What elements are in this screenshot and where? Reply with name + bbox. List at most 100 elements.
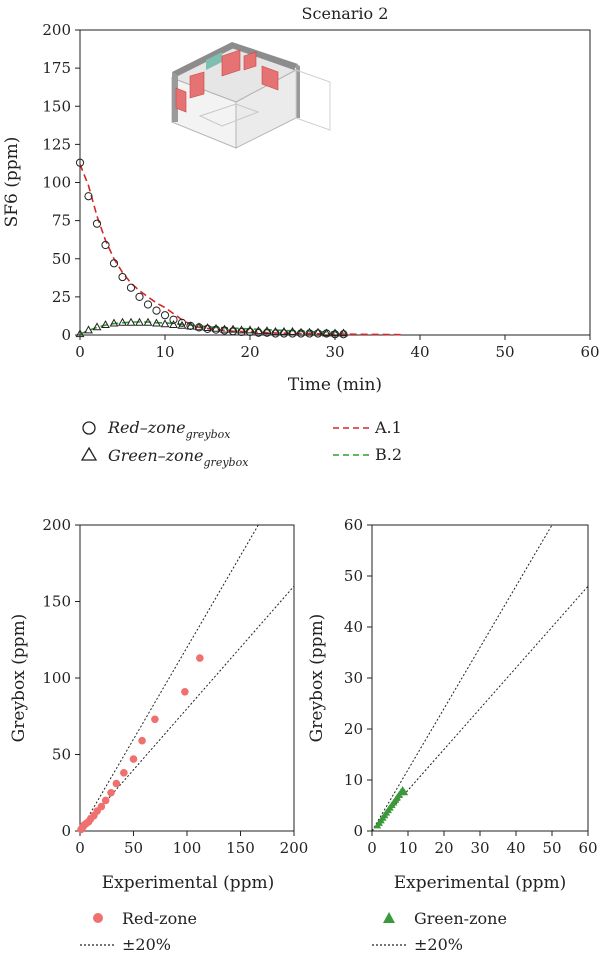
top-green-zone-point (322, 328, 331, 337)
top-green-zone-point (118, 317, 127, 326)
top-red-zone-point (152, 306, 161, 315)
legend-red-zone-label: Red–zonegreybox (107, 418, 231, 441)
bl-legend: Red-zone ±20% (80, 909, 197, 954)
top-green-zone-point (330, 328, 340, 337)
top-green-zone-point (296, 327, 306, 336)
top-x-tick-label: 30 (325, 343, 344, 361)
top-y-tick-label: 0 (61, 326, 71, 344)
top-green-zone-point (126, 317, 136, 326)
bl-plus20-line (79, 524, 259, 832)
br-x-ticks: 0 10 20 30 40 50 60 (367, 831, 598, 857)
br-x-tick-label: 60 (578, 839, 597, 857)
top-green-zone-point (84, 325, 93, 334)
top-x-tick-label: 60 (580, 343, 599, 361)
bl-data-point (138, 736, 146, 745)
top-green-zone-point (279, 326, 289, 335)
br-plus20-line (371, 524, 553, 832)
top-red-zone-point (92, 219, 102, 228)
bl-x-tick-label: 200 (280, 839, 309, 857)
bl-data-point (101, 796, 110, 805)
br-legend: Green-zone ±20% (372, 909, 507, 954)
bl-red-zone-points (77, 654, 204, 834)
top-y-tick-label: 200 (42, 21, 71, 39)
top-series-b2-line (79, 321, 344, 335)
bl-y-tick-label: 50 (52, 746, 71, 764)
bl-y-axis-title: Greybox (ppm) (9, 614, 29, 743)
top-red-zone-point (177, 318, 187, 327)
br-data-point (373, 821, 382, 829)
top-red-zone-point (296, 329, 306, 338)
top-red-zone-point (169, 315, 178, 324)
bl-y-tick-label: 200 (42, 516, 71, 534)
top-red-zone-point (330, 330, 340, 339)
top-green-zone-point (262, 326, 272, 335)
br-y-tick-label: 40 (344, 618, 363, 636)
top-green-zone-point (143, 317, 153, 326)
br-minus20-line (371, 585, 589, 832)
legend-green-zone-label: Green–zonegreybox (108, 446, 249, 469)
top-green-zone-point (313, 327, 323, 336)
top-green-zone-point (271, 326, 280, 335)
top-y-axis-title: SF6 (ppm) (2, 137, 22, 228)
top-red-zone-point (160, 311, 170, 320)
br-x-tick-label: 10 (398, 839, 417, 857)
br-x-tick-label: 20 (434, 839, 453, 857)
top-green-zone-point (75, 329, 85, 338)
top-green-zone-point (203, 323, 212, 332)
top-red-zone-point (313, 329, 323, 338)
bl-y-tick-label: 150 (42, 593, 71, 611)
br-legend-green-zone-label: Green-zone (414, 909, 507, 928)
top-model-lines (79, 163, 404, 336)
top-green-zone-point (305, 327, 314, 336)
br-x-tick-label: 0 (367, 839, 377, 857)
top-red-zone-point (203, 324, 212, 333)
top-green-zone-point (254, 326, 263, 335)
bl-x-tick-label: 150 (226, 839, 255, 857)
bl-x-ticks: 0 50 100 150 200 (75, 831, 308, 857)
top-green-zone-point (220, 324, 229, 333)
bl-data-point (151, 715, 159, 724)
bl-x-tick-label: 0 (75, 839, 85, 857)
legend-red-zone-circle-marker (82, 421, 96, 435)
br-y-tick-label: 20 (344, 720, 363, 738)
br-y-axis-title: Greybox (ppm) (307, 614, 327, 743)
br-x-tick-label: 30 (470, 839, 489, 857)
top-red-zone-point (339, 330, 348, 339)
top-x-tick-label: 10 (155, 343, 174, 361)
bl-y-tick-label: 0 (61, 822, 71, 840)
top-plot-frame (79, 29, 591, 336)
top-x-axis-title: Time (min) (288, 375, 382, 395)
top-green-zone-point (245, 325, 255, 334)
top-y-tick-label: 50 (52, 250, 71, 268)
top-green-zone-point (211, 323, 221, 332)
top-y-tick-label: 25 (52, 288, 71, 306)
br-y-tick-label: 0 (353, 822, 363, 840)
bl-data-point (120, 769, 128, 777)
bl-y-tick-label: 100 (42, 669, 71, 687)
br-x-tick-label: 40 (506, 839, 525, 857)
br-y-ticks: 0 10 20 30 40 50 60 (344, 516, 372, 840)
bl-y-ticks: 0 50 100 150 200 (42, 516, 80, 840)
bl-data-point (129, 755, 138, 763)
red-zone-scatter-chart: 0 50 100 150 200 0 50 100 150 200 Experimental (… (9, 516, 308, 893)
bl-x-tick-label: 100 (173, 839, 202, 857)
top-red-zone-point (118, 272, 127, 282)
top-legend: Red–zonegreybox Green–zonegreybox A.1 B.… (80, 418, 402, 469)
top-red-zone-point (126, 283, 136, 292)
top-red-zone-point (135, 292, 144, 301)
top-green-zone-point (237, 325, 246, 334)
top-y-ticks: 0 25 50 75 100 125 150 175 200 (42, 21, 80, 344)
top-red-zone-point (101, 240, 110, 250)
bl-data-point (112, 779, 121, 788)
legend-b2-label: B.2 (375, 445, 402, 464)
top-x-tick-label: 40 (410, 343, 429, 361)
top-y-tick-label: 125 (42, 135, 71, 153)
br-y-tick-label: 60 (344, 516, 363, 534)
top-green-zone-point (160, 319, 170, 328)
top-data-markers (75, 158, 348, 339)
bl-legend-red-zone-marker (93, 913, 103, 923)
green-zone-scatter-chart: 0 10 20 30 40 50 60 0 10 20 30 40 50 60 Experimental… (307, 516, 598, 893)
top-red-zone-point (220, 326, 229, 335)
br-plot-frame (371, 524, 589, 832)
legend-a1-label: A.1 (374, 418, 402, 437)
